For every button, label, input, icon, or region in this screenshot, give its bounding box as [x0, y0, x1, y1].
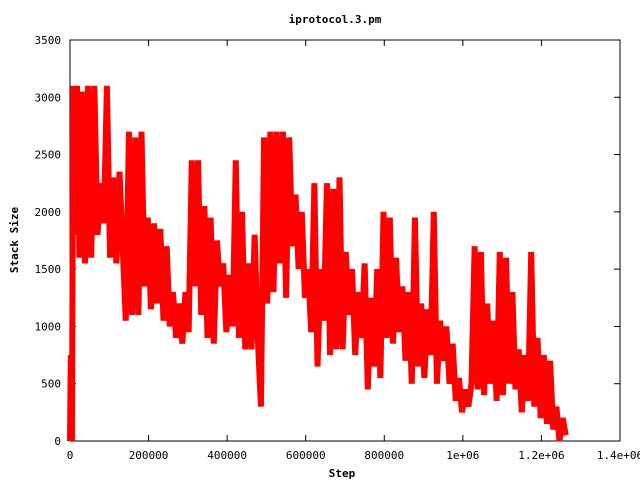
- x-axis-ticks: 0 200000 400000 600000 800000 1e+06 1.2e+06 1.4…: [67, 40, 640, 462]
- y-tick-label: 2500: [35, 149, 62, 162]
- y-tick: 3000: [35, 91, 620, 104]
- y-tick-label: 0: [54, 435, 61, 448]
- y-axis-label: Stack Size: [8, 207, 21, 274]
- x-tick-label: 600000: [286, 449, 326, 462]
- y-tick-label: 3500: [35, 34, 62, 47]
- series-line: [67, 85, 569, 442]
- y-tick-label: 2000: [35, 206, 62, 219]
- x-tick-label: 400000: [207, 449, 247, 462]
- x-tick-label: 0: [67, 449, 74, 462]
- x-tick-label: 1.2e+06: [518, 449, 564, 462]
- y-tick-label: 3000: [35, 91, 62, 104]
- series-layer: [67, 85, 569, 442]
- y-tick: 3500: [35, 34, 620, 47]
- y-tick-label: 500: [41, 378, 61, 391]
- x-tick-label: 800000: [364, 449, 404, 462]
- y-tick-label: 1000: [35, 320, 62, 333]
- x-axis-label: Step: [329, 467, 356, 480]
- x-tick: 200000: [129, 40, 169, 462]
- x-tick: 1e+06: [446, 40, 479, 462]
- x-tick: 400000: [207, 40, 247, 462]
- x-tick: 600000: [286, 40, 326, 462]
- x-tick: 1.4e+06: [597, 40, 640, 462]
- x-tick-label: 200000: [129, 449, 169, 462]
- chart-title: iprotocol.3.pm: [289, 13, 382, 26]
- x-tick: 800000: [364, 40, 404, 462]
- x-tick-label: 1e+06: [446, 449, 479, 462]
- x-tick-label: 1.4e+06: [597, 449, 640, 462]
- y-tick-label: 1500: [35, 263, 62, 276]
- x-tick: 1.2e+06: [518, 40, 565, 462]
- y-tick: 2500: [35, 149, 620, 162]
